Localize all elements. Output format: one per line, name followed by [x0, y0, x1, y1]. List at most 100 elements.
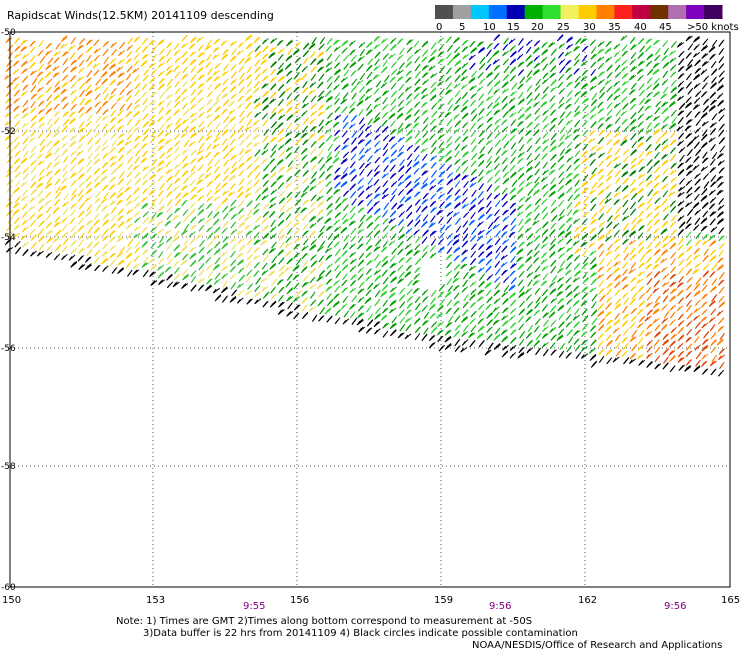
wind-barb	[471, 93, 477, 98]
wind-barb	[30, 41, 36, 47]
wind-barb	[431, 170, 436, 177]
wind-barb	[366, 268, 371, 274]
wind-barb	[13, 77, 19, 82]
wind-barb	[328, 113, 333, 119]
wind-barb	[583, 137, 588, 143]
wind-barb	[158, 63, 164, 68]
wind-barb	[382, 104, 388, 110]
wind-barb	[711, 309, 716, 315]
wind-barb	[486, 64, 491, 70]
wind-barb	[502, 103, 508, 110]
wind-barb	[254, 180, 259, 187]
wind-barb	[720, 362, 725, 368]
wind-barb	[199, 143, 204, 150]
wind-barb	[237, 253, 244, 258]
wind-barb	[686, 111, 691, 117]
wind-barb	[253, 209, 259, 214]
wind-barb	[469, 55, 475, 60]
wind-barb	[567, 254, 573, 260]
wind-barb	[463, 272, 468, 279]
wind-barb	[541, 101, 547, 107]
wind-barb	[16, 180, 21, 186]
wind-barb	[445, 343, 451, 349]
wind-barb	[110, 253, 116, 258]
wind-barb	[335, 151, 340, 157]
wind-barb	[453, 239, 459, 245]
wind-barb	[582, 286, 588, 292]
wind-barb	[655, 152, 660, 158]
wind-barb	[342, 259, 348, 265]
wind-barb	[446, 53, 451, 59]
wind-barb	[542, 289, 547, 296]
wind-barb	[574, 234, 580, 239]
wind-barb	[221, 41, 227, 46]
wind-barb	[175, 164, 181, 169]
wind-barb	[678, 357, 684, 362]
wind-barb	[399, 226, 404, 232]
wind-barb	[574, 194, 580, 200]
wind-barb	[398, 265, 403, 271]
wind-barb	[662, 243, 668, 248]
wind-barb	[247, 164, 252, 170]
wind-barb	[511, 218, 516, 225]
wind-barb	[310, 244, 316, 250]
wind-barb	[349, 221, 356, 226]
wind-barb	[454, 202, 460, 208]
wind-barb	[670, 320, 675, 326]
wind-barb	[190, 81, 196, 88]
wind-barb	[317, 196, 323, 201]
wind-barb	[493, 59, 499, 64]
wind-barb	[294, 87, 300, 92]
wind-barb	[638, 203, 644, 208]
wind-barb	[255, 299, 261, 304]
wind-barb	[272, 256, 277, 263]
wind-barb	[391, 181, 397, 187]
wind-barb	[647, 361, 653, 367]
wind-barb	[349, 124, 355, 129]
wind-barb	[213, 144, 219, 149]
wind-barb	[414, 110, 419, 116]
wind-barb	[455, 325, 460, 331]
wind-barb	[230, 41, 236, 46]
wind-barb	[70, 173, 76, 178]
wind-barb	[102, 243, 107, 249]
wind-barb	[542, 296, 547, 303]
wind-barb	[541, 243, 547, 248]
wind-barb	[390, 323, 397, 329]
wind-barb	[118, 178, 124, 184]
wind-barb	[693, 135, 699, 140]
wind-barb	[598, 109, 604, 114]
wind-barb	[197, 156, 203, 162]
wind-barb	[446, 195, 452, 200]
wind-barb	[701, 112, 707, 118]
wind-barb	[110, 156, 116, 161]
wind-barb	[654, 212, 660, 218]
wind-barb	[37, 87, 43, 92]
wind-barb	[454, 264, 459, 271]
wind-barb	[696, 278, 701, 285]
wind-barb	[511, 225, 516, 231]
wind-barb	[302, 87, 308, 93]
wind-barb	[383, 188, 388, 194]
wind-barb	[46, 252, 52, 257]
wind-barb	[510, 135, 515, 141]
wind-barb	[717, 218, 723, 224]
wind-barb	[351, 154, 356, 160]
wind-barb	[78, 247, 84, 253]
wind-barb	[327, 54, 332, 60]
wind-barb	[6, 202, 12, 207]
wind-barb	[360, 49, 365, 56]
wind-barb	[614, 81, 620, 87]
wind-barb	[30, 71, 37, 76]
wind-barb	[494, 186, 500, 192]
wind-barb	[695, 179, 700, 186]
wind-barb	[110, 125, 115, 131]
wind-barb	[198, 278, 204, 283]
wind-barb	[311, 239, 317, 245]
wind-barb	[349, 41, 355, 46]
wind-barb	[639, 316, 645, 322]
wind-barb	[71, 151, 77, 156]
wind-barb	[653, 116, 659, 121]
wind-barb	[405, 114, 411, 120]
wind-barb	[718, 370, 723, 376]
